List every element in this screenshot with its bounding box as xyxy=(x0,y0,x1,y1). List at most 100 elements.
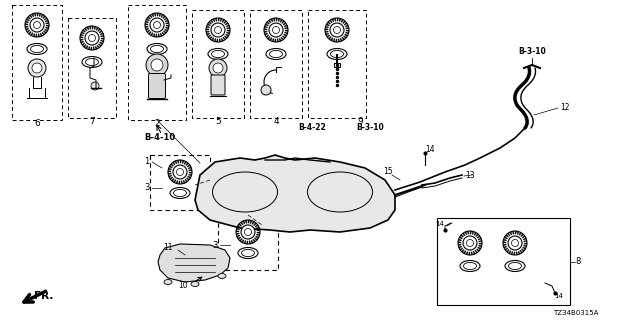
Polygon shape xyxy=(342,20,346,24)
Polygon shape xyxy=(166,25,169,26)
Polygon shape xyxy=(249,241,251,244)
Ellipse shape xyxy=(191,282,199,286)
Polygon shape xyxy=(161,14,163,17)
Polygon shape xyxy=(215,18,217,21)
Polygon shape xyxy=(277,39,278,42)
Polygon shape xyxy=(31,33,33,36)
Polygon shape xyxy=(471,252,473,255)
Polygon shape xyxy=(236,233,239,235)
Polygon shape xyxy=(207,24,211,26)
Polygon shape xyxy=(257,232,260,233)
Polygon shape xyxy=(223,20,227,24)
Ellipse shape xyxy=(269,51,282,58)
Polygon shape xyxy=(170,177,173,180)
Polygon shape xyxy=(333,38,335,42)
Polygon shape xyxy=(346,27,349,29)
Text: B-3-10: B-3-10 xyxy=(518,47,546,57)
Polygon shape xyxy=(95,46,97,49)
Polygon shape xyxy=(96,27,99,30)
Polygon shape xyxy=(101,38,104,39)
Polygon shape xyxy=(475,250,477,253)
Polygon shape xyxy=(237,235,240,237)
Polygon shape xyxy=(26,19,29,21)
Polygon shape xyxy=(282,20,285,24)
Circle shape xyxy=(508,236,522,250)
Polygon shape xyxy=(166,27,169,29)
Polygon shape xyxy=(227,27,230,29)
Polygon shape xyxy=(273,18,275,21)
Polygon shape xyxy=(86,46,88,49)
Polygon shape xyxy=(91,47,92,50)
Polygon shape xyxy=(226,34,229,36)
Polygon shape xyxy=(206,29,209,30)
Polygon shape xyxy=(237,226,241,228)
Polygon shape xyxy=(183,180,185,183)
Polygon shape xyxy=(37,13,38,16)
Polygon shape xyxy=(46,25,49,26)
Polygon shape xyxy=(154,13,156,16)
Bar xyxy=(218,215,278,270)
Ellipse shape xyxy=(27,44,47,54)
Polygon shape xyxy=(187,164,190,167)
Polygon shape xyxy=(236,228,239,230)
Polygon shape xyxy=(459,246,462,248)
Ellipse shape xyxy=(150,45,163,52)
Polygon shape xyxy=(162,32,164,35)
Bar xyxy=(128,5,186,120)
Polygon shape xyxy=(458,244,461,246)
Polygon shape xyxy=(87,27,89,30)
Polygon shape xyxy=(243,221,245,224)
Polygon shape xyxy=(165,20,168,22)
Polygon shape xyxy=(522,249,524,252)
Polygon shape xyxy=(285,27,288,29)
Polygon shape xyxy=(470,231,471,234)
Ellipse shape xyxy=(241,249,255,257)
Polygon shape xyxy=(265,24,268,26)
Polygon shape xyxy=(164,29,168,31)
Polygon shape xyxy=(256,227,259,229)
Polygon shape xyxy=(510,232,512,235)
Polygon shape xyxy=(326,33,329,35)
Circle shape xyxy=(28,59,46,77)
Polygon shape xyxy=(180,160,181,163)
Polygon shape xyxy=(43,16,45,19)
Text: 14: 14 xyxy=(555,293,563,299)
Polygon shape xyxy=(172,178,174,181)
Polygon shape xyxy=(239,238,243,241)
Polygon shape xyxy=(156,34,157,37)
Polygon shape xyxy=(476,234,479,236)
Polygon shape xyxy=(255,225,258,227)
Polygon shape xyxy=(346,30,349,31)
Polygon shape xyxy=(479,243,482,244)
Text: 7: 7 xyxy=(89,117,95,126)
Polygon shape xyxy=(459,236,462,239)
Text: 15: 15 xyxy=(383,167,393,177)
Ellipse shape xyxy=(238,247,258,259)
Polygon shape xyxy=(46,22,49,24)
Text: B-4-22: B-4-22 xyxy=(298,124,326,132)
Polygon shape xyxy=(160,33,162,36)
Polygon shape xyxy=(281,37,284,40)
Text: 14: 14 xyxy=(425,146,435,155)
Polygon shape xyxy=(327,35,330,37)
Ellipse shape xyxy=(86,59,99,66)
Text: 11: 11 xyxy=(163,243,173,252)
Polygon shape xyxy=(81,41,84,43)
Polygon shape xyxy=(25,26,28,28)
Polygon shape xyxy=(504,236,508,239)
Polygon shape xyxy=(523,247,526,249)
Ellipse shape xyxy=(31,45,44,52)
Polygon shape xyxy=(226,25,229,27)
Polygon shape xyxy=(185,179,188,182)
Polygon shape xyxy=(523,238,526,240)
Circle shape xyxy=(261,85,271,95)
Ellipse shape xyxy=(211,51,225,58)
Polygon shape xyxy=(173,162,175,165)
Polygon shape xyxy=(345,25,348,27)
Polygon shape xyxy=(99,30,102,33)
Polygon shape xyxy=(503,242,506,243)
Polygon shape xyxy=(159,13,161,17)
FancyBboxPatch shape xyxy=(148,74,166,99)
Polygon shape xyxy=(181,181,182,184)
Circle shape xyxy=(150,18,164,32)
